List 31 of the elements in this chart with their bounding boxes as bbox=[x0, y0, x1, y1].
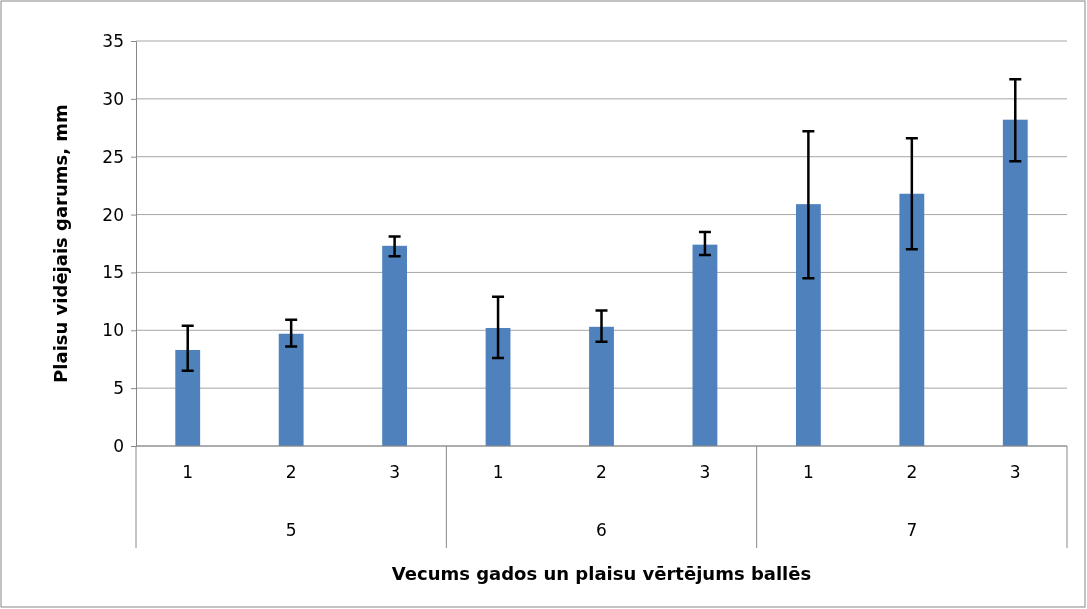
text: 6 bbox=[596, 520, 607, 540]
x-tick-label: 1 bbox=[182, 462, 194, 482]
bar bbox=[175, 349, 201, 446]
bar bbox=[589, 326, 614, 446]
bar bbox=[382, 245, 408, 446]
bar bbox=[1002, 119, 1028, 446]
bar bbox=[795, 204, 821, 446]
y-tick-label: 25 bbox=[102, 146, 124, 167]
x-tick-label: 2 bbox=[596, 462, 607, 482]
x-tick-label: 1 bbox=[802, 462, 814, 482]
y-tick-label: 20 bbox=[102, 204, 124, 225]
y-tick-label: 30 bbox=[102, 88, 124, 109]
y-tick-label: 10 bbox=[102, 320, 124, 341]
x-tick-label: 3 bbox=[1009, 462, 1021, 482]
bar bbox=[692, 244, 718, 446]
x-tick-label: 3 bbox=[699, 462, 711, 482]
text: 7 bbox=[906, 520, 918, 540]
y-tick-label: 5 bbox=[113, 378, 124, 399]
x-tick-label: 3 bbox=[389, 462, 401, 482]
y-tick-label: 0 bbox=[113, 435, 124, 456]
x-axis-title: Vecums gados un plaisu vērtējums ballēs bbox=[391, 563, 812, 584]
x-tick-label: 1 bbox=[492, 462, 504, 482]
x-tick-label: 2 bbox=[285, 462, 297, 482]
y-tick-label: 15 bbox=[102, 262, 124, 283]
y-axis-title: Plaisu vidējais garums, mm bbox=[50, 104, 71, 383]
bar bbox=[899, 193, 925, 446]
y-tick-label: 35 bbox=[102, 30, 124, 51]
text: 5 bbox=[285, 520, 297, 540]
bar bbox=[278, 333, 304, 446]
x-tick-label: 2 bbox=[906, 462, 918, 482]
bar bbox=[485, 327, 511, 446]
